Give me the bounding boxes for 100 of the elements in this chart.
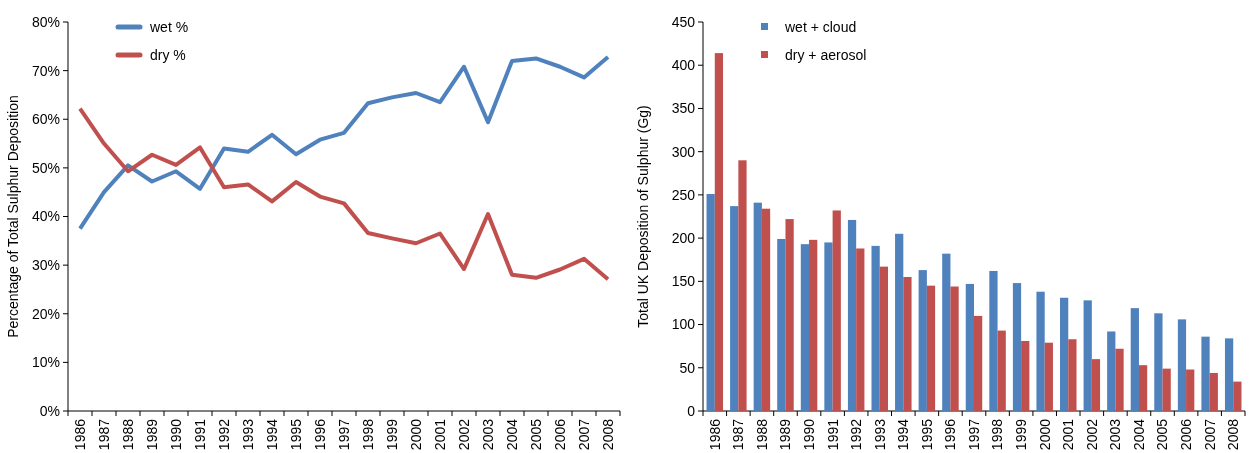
- x-tick-label: 1999: [1013, 418, 1030, 451]
- bar: [1186, 369, 1195, 411]
- bar: [753, 202, 762, 411]
- bar: [950, 286, 959, 411]
- x-tick-label: 1993: [871, 418, 888, 451]
- bar: [974, 315, 983, 411]
- y-tick-label: 80%: [31, 13, 60, 30]
- bar: [989, 270, 998, 411]
- bar: [785, 219, 794, 411]
- x-tick-label: 1990: [167, 418, 184, 451]
- bar: [824, 242, 833, 411]
- bar: [926, 285, 936, 411]
- x-tick-label: 2000: [407, 418, 424, 451]
- y-tick-label: 60%: [31, 111, 60, 128]
- y-tick-label: 20%: [31, 305, 60, 322]
- y-tick-label: 150: [671, 273, 696, 290]
- x-tick-label: 2003: [1107, 418, 1124, 451]
- bar: [1233, 381, 1242, 411]
- bar: [942, 253, 951, 411]
- bar: [1107, 331, 1116, 411]
- x-tick-label: 2008: [599, 418, 616, 451]
- x-tick-label: 2003: [479, 418, 496, 451]
- x-tick-label: 1994: [263, 418, 280, 451]
- x-tick-label: 2001: [1060, 418, 1077, 451]
- x-tick-label: 1998: [359, 418, 376, 451]
- x-tick-label: 1999: [383, 418, 400, 451]
- x-tick-label: 1996: [942, 418, 959, 451]
- bar: [1012, 283, 1022, 411]
- x-tick-label: 2002: [455, 418, 472, 451]
- x-tick-label: 1988: [119, 418, 136, 451]
- bar: [1091, 359, 1101, 411]
- y-tick-label: 30%: [31, 257, 60, 274]
- x-tick-label: 1996: [311, 418, 328, 451]
- bar: [1224, 338, 1234, 411]
- bar: [895, 233, 904, 411]
- y-tick-label: 450: [671, 13, 696, 30]
- x-tick-label: 1986: [706, 418, 723, 451]
- x-tick-label: 1997: [335, 418, 352, 451]
- x-tick-label: 1995: [918, 418, 935, 451]
- bar: [809, 239, 818, 411]
- x-tick-label: 2007: [1201, 418, 1218, 451]
- bar: [1115, 348, 1124, 411]
- bar: [1177, 319, 1187, 411]
- bar: [918, 270, 927, 411]
- x-tick-label: 2000: [1036, 418, 1053, 451]
- bar: [1130, 308, 1139, 411]
- x-tick-label: 1988: [753, 418, 770, 451]
- x-tick-label: 1990: [800, 418, 817, 451]
- bar: [1068, 339, 1077, 411]
- bar: [738, 160, 747, 411]
- y-tick-label: 50: [679, 359, 696, 376]
- y-tick-label: 0: [687, 402, 696, 419]
- x-tick-label: 1987: [95, 418, 112, 451]
- bar: [761, 208, 771, 411]
- y-axis-title: Percentage of Total Sulphur Deposition: [5, 95, 21, 338]
- bar: [1154, 313, 1163, 411]
- x-tick-label: 2004: [503, 418, 520, 451]
- legend-label: wet %: [149, 18, 189, 35]
- x-tick-label: 1992: [848, 418, 865, 451]
- x-tick-label: 2005: [527, 418, 544, 451]
- y-tick-label: 200: [671, 230, 696, 247]
- bar: [1138, 365, 1148, 411]
- y-tick-label: 50%: [31, 159, 60, 176]
- bar: [903, 277, 912, 411]
- legend-label: wet + cloud: [784, 18, 857, 35]
- x-tick-label: 1987: [730, 418, 747, 451]
- x-tick-label: 1989: [143, 418, 160, 451]
- x-tick-label: 1993: [239, 418, 256, 451]
- bar: [965, 283, 974, 411]
- bar: [730, 206, 739, 411]
- bar: [871, 245, 880, 411]
- bar: [1060, 297, 1069, 411]
- bar: [1044, 342, 1053, 411]
- bar: [1036, 291, 1045, 411]
- y-tick-label: 400: [671, 57, 696, 74]
- legend-label: dry + aerosol: [785, 46, 867, 63]
- x-tick-label: 2006: [1177, 418, 1194, 451]
- bar: [1021, 340, 1030, 411]
- bar: [997, 330, 1006, 411]
- x-tick-label: 1997: [965, 418, 982, 451]
- x-tick-label: 1998: [989, 418, 1006, 451]
- y-axis-title: Total UK Deposition of Sulphur (Gg): [635, 105, 651, 328]
- x-tick-label: 1986: [71, 418, 88, 451]
- bar: [879, 266, 888, 411]
- x-tick-label: 1991: [824, 418, 841, 451]
- y-tick-label: 40%: [31, 208, 60, 225]
- y-tick-label: 300: [671, 143, 696, 160]
- bar: [714, 53, 724, 411]
- bar: [856, 248, 865, 411]
- line-series: [78, 106, 610, 282]
- y-tick-label: 70%: [31, 62, 60, 79]
- x-tick-label: 2006: [551, 418, 568, 451]
- bar: [1209, 372, 1218, 411]
- x-tick-label: 1991: [191, 418, 208, 451]
- x-tick-label: 2002: [1083, 418, 1100, 451]
- x-tick-label: 2005: [1154, 418, 1171, 451]
- bar: [1162, 368, 1171, 411]
- y-tick-label: 250: [671, 186, 696, 203]
- x-tick-label: 1992: [215, 418, 232, 451]
- bar: [1201, 336, 1210, 411]
